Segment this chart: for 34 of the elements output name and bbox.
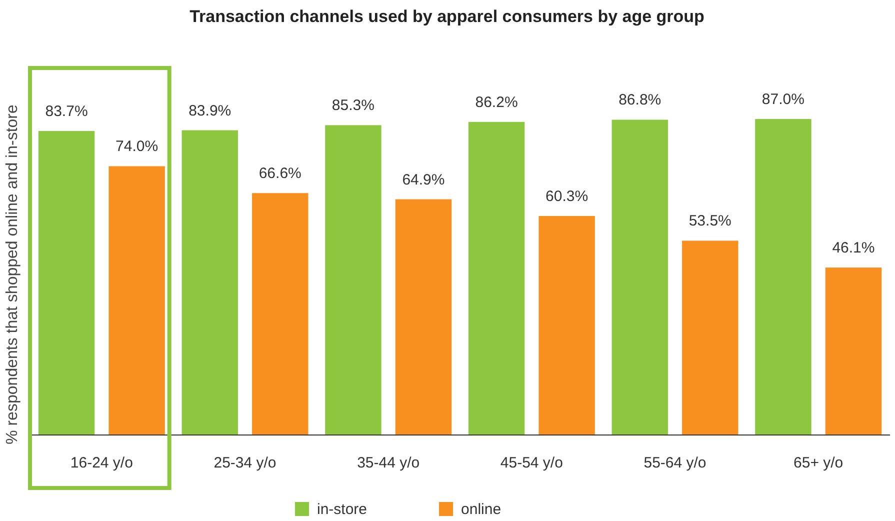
data-label: 60.3% (546, 188, 588, 205)
bar (468, 122, 525, 435)
x-tick-label: 25-34 y/o (214, 454, 276, 472)
bar (538, 216, 595, 435)
x-tick-label: 65+ y/o (794, 454, 844, 472)
bar (395, 199, 452, 435)
bar (38, 130, 95, 435)
chart-title: Transaction channels used by apparel consumers by age group (190, 7, 704, 26)
data-label: 53.5% (688, 212, 732, 230)
legend-label: in-store (317, 501, 368, 518)
data-label: 85.3% (332, 97, 374, 114)
data-label: 83.7% (45, 102, 88, 120)
y-axis-title: % respondents that shopped online and in-store (4, 104, 21, 444)
data-label: 87.0% (762, 91, 804, 108)
bar (612, 120, 668, 435)
x-tick-label: 35-44 y/o (357, 454, 420, 472)
bar (825, 268, 882, 435)
data-label: 66.6% (258, 165, 302, 182)
bar (252, 193, 308, 435)
data-label: 86.2% (475, 94, 518, 111)
legend-label: online (461, 501, 502, 518)
x-tick-label: 45-54 y/o (500, 454, 563, 472)
x-tick-label: 16-24 y/o (70, 454, 133, 472)
bar (182, 130, 238, 435)
bar (108, 166, 165, 435)
bar (325, 125, 382, 435)
data-label: 83.9% (188, 102, 232, 120)
bar (682, 240, 738, 435)
data-label: 64.9% (402, 171, 445, 188)
x-tick-label: 55-64 y/o (644, 454, 706, 472)
data-label: 46.1% (832, 240, 875, 257)
data-label: 86.8% (618, 92, 662, 109)
data-label: 74.0% (116, 138, 158, 156)
bar (755, 119, 812, 435)
